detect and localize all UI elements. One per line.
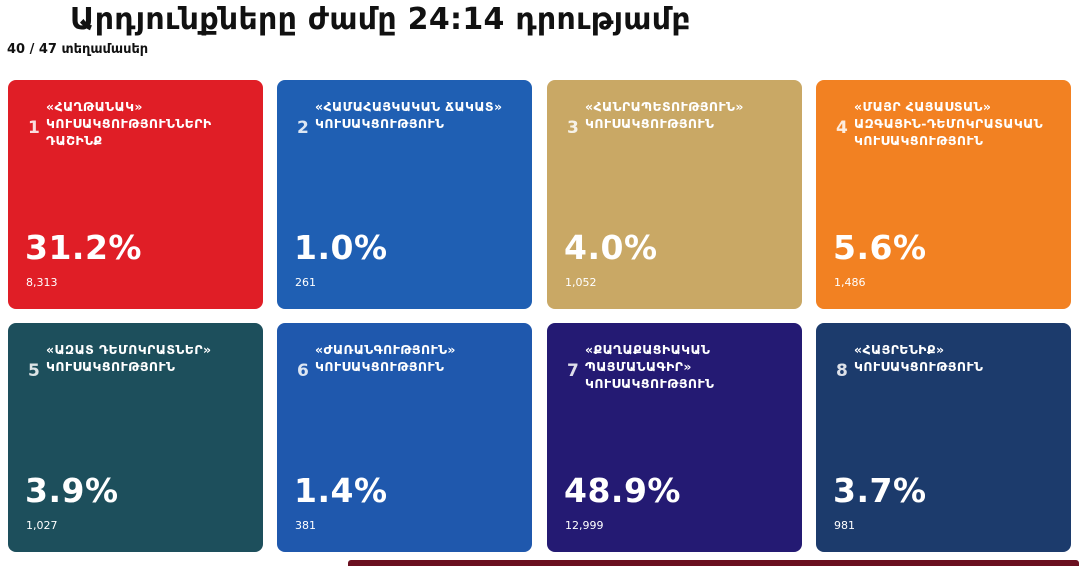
party-name: «ՀԱՄԱՀԱՅԿԱԿԱՆ ՃԱԿԱՏ» ԿՈՒՍԱԿՑՈՒԹՅՈՒՆ <box>315 99 503 131</box>
party-card: 1 «ՀԱՂԹԱՆԱԿ» ԿՈՒՍԱԿՑՈՒԹՅՈՒՆՆԵՐԻ ԴԱՇԻՆՔ 31.… <box>8 80 263 309</box>
party-percent: 1.4% <box>294 471 388 510</box>
party-card: 4 «ՄԱՅՐ ՀԱՅԱՍՏԱՆ» ԱԶԳԱՅԻՆ-ԴԵՄՈԿՐԱՏԱԿԱՆ ԿՈ… <box>816 80 1071 309</box>
party-card: 8 «ՀԱՅՐԵՆԻՔ» ԿՈՒՍԱԿՑՈՒԹՅՈՒՆ 3.7% 981 <box>816 323 1071 552</box>
precincts-counted: 40 / 47 տեղամասեր <box>7 42 149 57</box>
party-percent: 4.0% <box>564 228 658 267</box>
party-card: 3 «ՀԱՆՐԱՊԵՏՈՒԹՅՈՒՆ» ԿՈՒՍԱԿՑՈՒԹՅՈՒՆ 4.0% 1,0… <box>547 80 802 309</box>
party-percent: 1.0% <box>294 228 388 267</box>
party-number: 4 <box>836 118 848 138</box>
party-number: 7 <box>567 361 579 381</box>
party-name: «ՀԱՅՐԵՆԻՔ» ԿՈՒՍԱԿՑՈՒԹՅՈՒՆ <box>854 342 984 374</box>
bottom-decorative-strip <box>348 560 1079 566</box>
party-number: 8 <box>836 361 848 381</box>
party-card: 5 «ԱԶԱՏ ԴԵՄՈԿՐԱՏՆԵՐ» ԿՈՒՍԱԿՑՈՒԹՅՈՒՆ 3.9% 1,… <box>8 323 263 552</box>
party-name: «ՔԱՂԱՔԱՑԻԱԿԱՆ ՊԱՅՄԱՆԱԳԻՐ» ԿՈՒՍԱԿՑՈՒԹՅՈՒՆ <box>585 342 715 391</box>
party-number: 3 <box>567 118 579 138</box>
party-card: 7 «ՔԱՂԱՔԱՑԻԱԿԱՆ ՊԱՅՄԱՆԱԳԻՐ» ԿՈՒՍԱԿՑՈՒԹՅՈՒ… <box>547 323 802 552</box>
party-votes: 981 <box>834 519 855 532</box>
party-number: 6 <box>297 361 309 381</box>
party-votes: 261 <box>295 276 316 289</box>
party-votes: 381 <box>295 519 316 532</box>
party-name: «ՀԱՂԹԱՆԱԿ» ԿՈՒՍԱԿՑՈՒԹՅՈՒՆՆԵՐԻ ԴԱՇԻՆՔ <box>46 99 212 148</box>
party-votes: 1,027 <box>26 519 58 532</box>
party-percent: 48.9% <box>564 471 681 510</box>
party-card: 6 «ԺԱՌԱՆԳՈՒԹՅՈՒՆ» ԿՈՒՍԱԿՑՈՒԹՅՈՒՆ 1.4% 381 <box>277 323 532 552</box>
party-votes: 12,999 <box>565 519 604 532</box>
party-percent: 3.9% <box>25 471 119 510</box>
party-name: «ԺԱՌԱՆԳՈՒԹՅՈՒՆ» ԿՈՒՍԱԿՑՈՒԹՅՈՒՆ <box>315 342 456 374</box>
page-title: Արդյունքները ժամը 24:14 դրությամբ <box>70 2 691 37</box>
party-votes: 8,313 <box>26 276 58 289</box>
party-number: 2 <box>297 118 309 138</box>
party-percent: 3.7% <box>833 471 927 510</box>
party-percent: 5.6% <box>833 228 927 267</box>
party-card: 2 «ՀԱՄԱՀԱՅԿԱԿԱՆ ՃԱԿԱՏ» ԿՈՒՍԱԿՑՈՒԹՅՈՒՆ 1.0%… <box>277 80 532 309</box>
party-number: 5 <box>28 361 40 381</box>
party-votes: 1,486 <box>834 276 866 289</box>
party-name: «ՄԱՅՐ ՀԱՅԱՍՏԱՆ» ԱԶԳԱՅԻՆ-ԴԵՄՈԿՐԱՏԱԿԱՆ ԿՈՒ… <box>854 99 1044 148</box>
party-number: 1 <box>28 118 40 138</box>
party-name: «ԱԶԱՏ ԴԵՄՈԿՐԱՏՆԵՐ» ԿՈՒՍԱԿՑՈՒԹՅՈՒՆ <box>46 342 212 374</box>
party-percent: 31.2% <box>25 228 142 267</box>
party-votes: 1,052 <box>565 276 597 289</box>
party-name: «ՀԱՆՐԱՊԵՏՈՒԹՅՈՒՆ» ԿՈՒՍԱԿՑՈՒԹՅՈՒՆ <box>585 99 744 131</box>
